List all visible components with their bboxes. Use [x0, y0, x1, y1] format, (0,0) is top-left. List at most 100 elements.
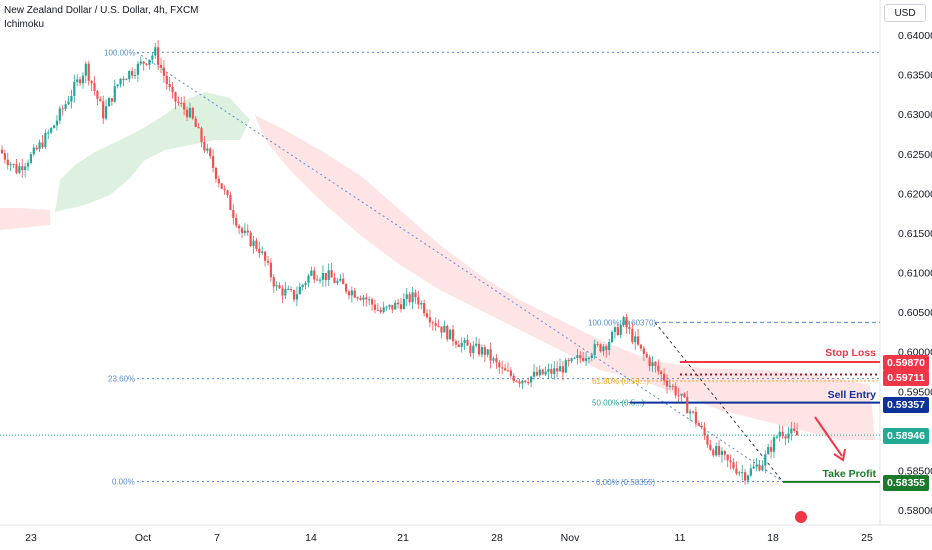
candle-body — [174, 92, 177, 102]
economic-event-icon — [795, 511, 807, 523]
take-profit-price-tag: 0.58355 — [883, 475, 929, 491]
candle-body — [489, 349, 492, 361]
candle-body — [749, 468, 752, 476]
x-tick-label: 14 — [305, 532, 317, 544]
candle-body — [113, 86, 116, 102]
candle-body — [188, 107, 192, 118]
candle-body — [165, 75, 168, 85]
candle-body — [313, 270, 316, 280]
candle-body — [327, 270, 330, 281]
candle-body — [674, 386, 677, 396]
candle-body — [639, 344, 643, 349]
candle-body — [307, 275, 310, 283]
candle-body — [240, 228, 244, 234]
x-tick-label: Oct — [135, 532, 151, 544]
candle-body — [553, 368, 556, 374]
candle-body — [665, 380, 669, 387]
candle-body — [382, 307, 385, 313]
candle-body — [243, 230, 246, 234]
candle-body — [518, 381, 521, 384]
candle-body — [584, 358, 588, 361]
candle-body — [686, 397, 689, 414]
candle-body — [752, 466, 755, 469]
candle-body — [272, 277, 275, 287]
candle-body — [142, 61, 145, 64]
candle-body — [622, 317, 625, 325]
candle-body — [743, 472, 747, 481]
candle-body — [3, 153, 6, 160]
candle-body — [211, 156, 215, 168]
candle-body — [796, 430, 799, 436]
candle-body — [764, 454, 767, 466]
candle-body — [414, 292, 417, 298]
candle-body — [720, 451, 724, 455]
candle-body — [691, 411, 695, 413]
candle-body — [503, 368, 507, 371]
candle-body — [472, 345, 475, 354]
candle-body — [512, 375, 515, 382]
candle-body — [145, 63, 148, 65]
candle-body — [64, 104, 67, 109]
candle-body — [391, 304, 394, 310]
candle-body — [318, 279, 322, 281]
candle-body — [506, 370, 510, 372]
candle-body — [139, 61, 142, 64]
candle-body — [44, 133, 47, 148]
candle-body — [746, 475, 750, 481]
candle-body — [131, 71, 134, 76]
candle-body — [451, 329, 455, 342]
fib-major-trend-line — [136, 52, 784, 482]
candle-body — [616, 327, 619, 335]
candle-body — [206, 148, 209, 151]
candle-body — [252, 240, 255, 247]
candle-body — [486, 349, 489, 355]
candle-body — [96, 90, 99, 99]
candle-body — [52, 125, 56, 129]
x-tick-label: 28 — [491, 532, 503, 544]
take-profit-label: Take Profit — [822, 468, 876, 480]
indicator-label: Ichimoku — [4, 19, 45, 30]
candle-body — [547, 369, 550, 372]
candle-body — [388, 304, 391, 307]
candle-body — [342, 278, 345, 285]
sell-entry-price-tag: 0.59357 — [883, 397, 929, 413]
candle-body — [628, 327, 631, 329]
candle-body — [457, 344, 460, 347]
candle-body — [47, 132, 50, 134]
candle-body — [226, 190, 229, 195]
candle-body — [596, 343, 599, 345]
candle-body — [509, 370, 512, 376]
candle-body — [35, 147, 38, 150]
candle-body — [287, 289, 290, 291]
candle-body — [735, 468, 738, 474]
candle-body — [209, 148, 212, 157]
candle-body — [758, 464, 761, 471]
candle-body — [425, 313, 429, 318]
candle-body — [292, 290, 296, 300]
candle-body — [761, 465, 764, 471]
candle-body — [636, 336, 640, 345]
candle-body — [784, 436, 787, 439]
candle-body — [154, 47, 157, 56]
candle-body — [772, 437, 776, 452]
candle-body — [657, 365, 660, 372]
candle-body — [683, 393, 686, 398]
candle-body — [449, 329, 452, 340]
candle-body — [339, 278, 342, 281]
y-tick-label: 0.58000 — [898, 505, 932, 517]
candle-body — [564, 360, 567, 373]
candle-body — [264, 251, 267, 261]
currency-button[interactable]: USD — [884, 4, 926, 22]
candle-body — [642, 348, 645, 354]
candle-body — [295, 294, 299, 300]
candle-body — [775, 436, 778, 438]
candle-body — [397, 302, 400, 305]
candle-body — [93, 83, 96, 91]
candle-body — [110, 98, 113, 102]
candle-body — [356, 297, 359, 299]
candle-body — [159, 64, 163, 68]
